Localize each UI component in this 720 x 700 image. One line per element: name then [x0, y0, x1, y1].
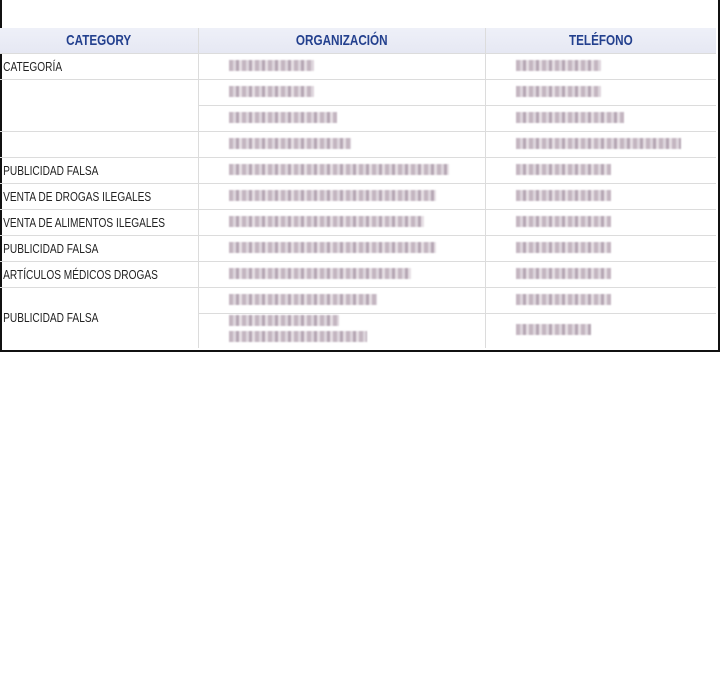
phone-cell-blurred: [484, 287, 716, 314]
organization-cell-blurred: [197, 209, 485, 236]
contact-table: CATEGORY ORGANIZACIÓN TELÉFONO CATEGORÍA…: [0, 28, 716, 348]
category-cell: VENTA DE ALIMENTOS ILEGALES: [0, 209, 198, 236]
organization-cell-blurred: [197, 157, 485, 184]
category-cell-empty: [0, 131, 198, 158]
organization-cell-blurred: [197, 105, 485, 132]
organization-cell-blurred: [197, 183, 485, 210]
table-row: [0, 313, 716, 348]
phone-cell-blurred: [484, 79, 716, 106]
table-row: VENTA DE ALIMENTOS ILEGALES: [0, 209, 716, 236]
table-header-row: CATEGORY ORGANIZACIÓN TELÉFONO: [0, 28, 716, 54]
phone-cell-blurred: [484, 105, 716, 132]
organization-cell-blurred: [197, 313, 485, 348]
table-row: VENTA DE DROGAS ILEGALES: [0, 183, 716, 210]
organization-cell-blurred: [197, 79, 485, 106]
table-row: PUBLICIDAD FALSA: [0, 157, 716, 184]
header-phone: TELÉFONO: [484, 28, 716, 54]
category-cell: PUBLICIDAD FALSA: [0, 235, 198, 262]
organization-cell-blurred: [197, 261, 485, 288]
category-cell: PUBLICIDAD FALSA: [3, 310, 99, 325]
phone-cell-blurred: [484, 183, 716, 210]
table-row: [0, 131, 716, 158]
organization-cell-blurred: [197, 131, 485, 158]
phone-cell-blurred: [484, 53, 716, 80]
table-row: [0, 79, 716, 132]
phone-cell-blurred: [484, 235, 716, 262]
category-cell: PUBLICIDAD FALSA: [0, 157, 198, 184]
organization-cell-blurred: [197, 235, 485, 262]
table-row: ARTÍCULOS MÉDICOS DROGAS: [0, 261, 716, 288]
category-cell-empty: [0, 79, 198, 132]
phone-cell-blurred: [484, 157, 716, 184]
category-cell: ARTÍCULOS MÉDICOS DROGAS: [0, 261, 198, 288]
table-row: PUBLICIDAD FALSA: [0, 287, 716, 325]
category-cell: VENTA DE DROGAS ILEGALES: [0, 183, 198, 210]
organization-cell-blurred: [197, 287, 485, 314]
phone-cell-blurred: [484, 209, 716, 236]
phone-cell-blurred: [484, 313, 716, 348]
phone-cell-blurred: [484, 131, 716, 158]
phone-cell-blurred: [484, 261, 716, 288]
table-row: PUBLICIDAD FALSA: [0, 235, 716, 262]
header-category: CATEGORY: [0, 28, 198, 54]
category-cell: CATEGORÍA: [0, 53, 198, 80]
organization-cell-blurred: [197, 53, 485, 80]
table-row: CATEGORÍA: [0, 53, 716, 80]
header-organization: ORGANIZACIÓN: [197, 28, 485, 54]
table-row: [0, 105, 716, 132]
